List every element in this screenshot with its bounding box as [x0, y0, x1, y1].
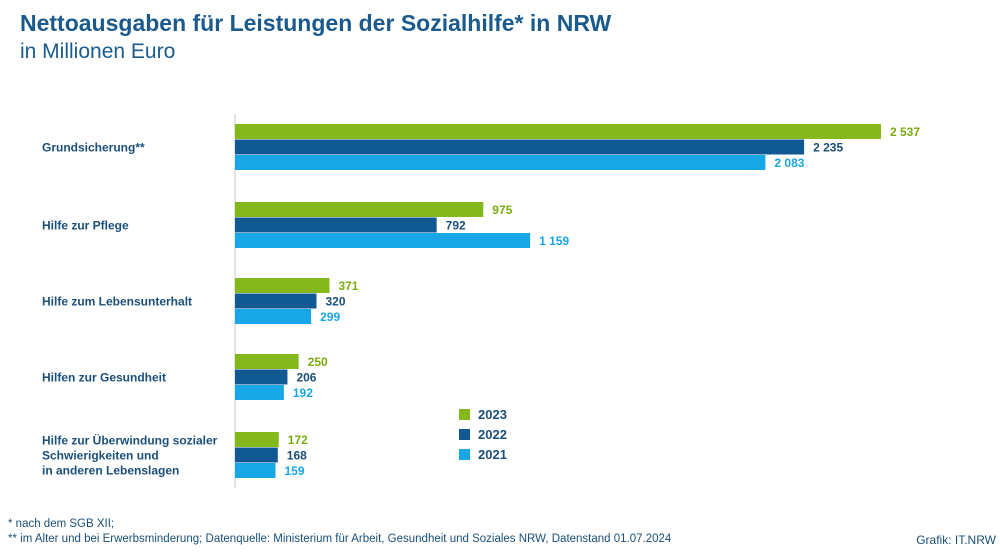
bar-2023: [235, 354, 299, 369]
data-label-2023: 371: [338, 279, 358, 293]
category-label: Grundsicherung**: [42, 140, 145, 154]
bar-2023: [235, 432, 279, 447]
bar-2023: [235, 278, 330, 293]
bar-2022: [235, 293, 317, 309]
category-label: in anderen Lebenslagen: [42, 463, 179, 477]
bar-2021: [235, 233, 531, 248]
legend-label-2021: 2021: [478, 447, 507, 462]
data-label-2022: 206: [296, 371, 316, 385]
data-label-2023: 975: [492, 203, 512, 217]
data-label-2023: 2 537: [890, 125, 920, 139]
chart-title: Nettoausgaben für Leistungen der Sozialh…: [20, 10, 612, 36]
bar-2021: [235, 463, 276, 478]
category-label: Hilfe zum Lebensunterhalt: [42, 294, 192, 308]
data-label-2022: 320: [325, 295, 345, 309]
footnote-source: ** im Alter und bei Erwerbsminderung; Da…: [8, 533, 672, 545]
data-label-2022: 792: [446, 219, 466, 233]
category-label: Hilfen zur Gesundheit: [42, 370, 166, 384]
graphic-credit: Grafik: IT.NRW: [916, 533, 996, 547]
data-label-2023: 250: [308, 355, 328, 369]
data-label-2021: 159: [284, 464, 304, 478]
bar-2022: [235, 139, 805, 155]
bar-2021: [235, 309, 312, 324]
legend-label-2022: 2022: [478, 427, 507, 442]
footnote-sgb: * nach dem SGB XII;: [8, 518, 115, 530]
bar-2023: [235, 202, 484, 217]
bar-2021: [235, 155, 766, 170]
data-label-2021: 299: [320, 310, 340, 324]
legend-swatch-2023: [459, 409, 470, 420]
bar-2022: [235, 369, 288, 385]
category-label: Schwierigkeiten und: [42, 448, 159, 462]
data-label-2021: 1 159: [539, 234, 569, 248]
data-label-2022: 2 235: [813, 141, 843, 155]
bar-2023: [235, 124, 881, 139]
chart-subtitle: in Millionen Euro: [20, 40, 176, 63]
data-label-2021: 2 083: [774, 156, 804, 170]
category-label: Hilfe zur Pflege: [42, 218, 129, 232]
data-label-2021: 192: [293, 386, 313, 400]
bar-2022: [235, 447, 278, 463]
bar-2021: [235, 385, 284, 400]
legend-label-2023: 2023: [478, 407, 507, 422]
legend-swatch-2021: [459, 449, 470, 460]
bar-2022: [235, 217, 437, 233]
data-label-2022: 168: [287, 449, 307, 463]
category-label: Hilfe zur Überwindung sozialer: [42, 432, 218, 447]
data-label-2023: 172: [288, 433, 308, 447]
legend-swatch-2022: [459, 429, 470, 440]
